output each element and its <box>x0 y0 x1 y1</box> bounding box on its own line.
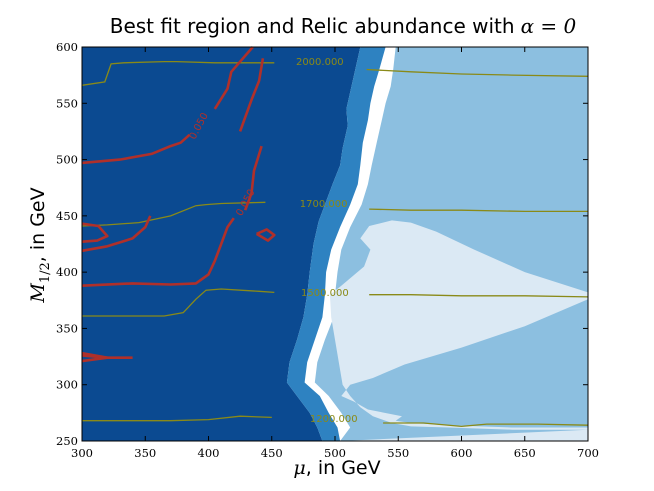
y-axis-label-symbol: M <box>27 283 49 304</box>
y-axis-label: M1/2, in GeV <box>27 187 53 303</box>
red-contour-line <box>81 217 235 287</box>
y-tick-label: 450 <box>56 209 78 223</box>
olive-contour-line <box>81 201 266 227</box>
x-axis-label-text: , in GeV <box>306 457 381 479</box>
olive-contour-label: 1700.000 <box>300 199 348 210</box>
red-contour-line <box>213 46 254 110</box>
red-contour-line <box>243 145 263 211</box>
x-tick-label: 600 <box>451 446 473 460</box>
olive-contour-line <box>383 422 589 428</box>
x-tick-label: 350 <box>134 446 156 460</box>
red-contour-line <box>81 215 152 253</box>
red-contour-line <box>81 351 109 363</box>
olive-contour-line <box>369 208 588 213</box>
x-axis-label: μ, in GeV <box>293 457 380 479</box>
region-dark <box>286 47 386 441</box>
olive-contour-label: 2000.000 <box>296 57 344 68</box>
y-axis-label-sub: 1/2 <box>38 262 53 283</box>
olive-contour-line <box>82 415 272 422</box>
x-tick-label: 500 <box>324 446 346 460</box>
y-axis-label-text: , in GeV <box>27 187 49 262</box>
chart-title: Best fit region and Relic abundance with… <box>110 14 577 38</box>
red-contour-line <box>81 222 109 243</box>
olive-contour-line <box>369 294 589 298</box>
olive-contours <box>81 60 589 428</box>
red-contours <box>81 46 276 363</box>
red-contour-line <box>255 228 276 242</box>
red-contour-line <box>81 133 191 165</box>
region-light <box>329 220 588 441</box>
y-tick-label: 550 <box>56 96 78 110</box>
y-tick-label: 400 <box>56 265 78 279</box>
x-tick-label: 650 <box>514 446 536 460</box>
x-axis-ticks: 300 350 400 450 500 550 600 650 700 <box>71 47 599 460</box>
y-tick-label: 350 <box>56 321 78 335</box>
olive-contour-line <box>82 288 275 317</box>
y-tick-label: 300 <box>56 378 78 392</box>
y-tick-label: 600 <box>56 40 78 54</box>
x-tick-label: 400 <box>198 446 220 460</box>
x-tick-label: 450 <box>261 446 283 460</box>
chart-title-math: α = 0 <box>521 14 577 38</box>
x-axis-label-symbol: μ <box>293 457 305 479</box>
x-tick-label: 550 <box>387 446 409 460</box>
y-tick-label: 500 <box>56 153 78 167</box>
filled-regions <box>82 47 588 441</box>
x-tick-label: 300 <box>71 446 93 460</box>
y-axis-ticks: 250 300 350 400 450 500 550 600 <box>56 40 588 448</box>
plot-area: 2000.0001700.0001500.0001200.0000.0500.0… <box>81 46 589 442</box>
olive-contour-label: 1500.000 <box>301 288 349 299</box>
red-contour-line <box>238 58 265 132</box>
olive-contour-line <box>81 60 275 86</box>
olive-contour-line <box>366 68 589 77</box>
x-tick-label: 700 <box>577 446 599 460</box>
y-tick-label: 250 <box>56 434 78 448</box>
olive-contour-label: 1200.000 <box>310 414 358 425</box>
chart-title-text: Best fit region and Relic abundance with <box>110 14 515 38</box>
